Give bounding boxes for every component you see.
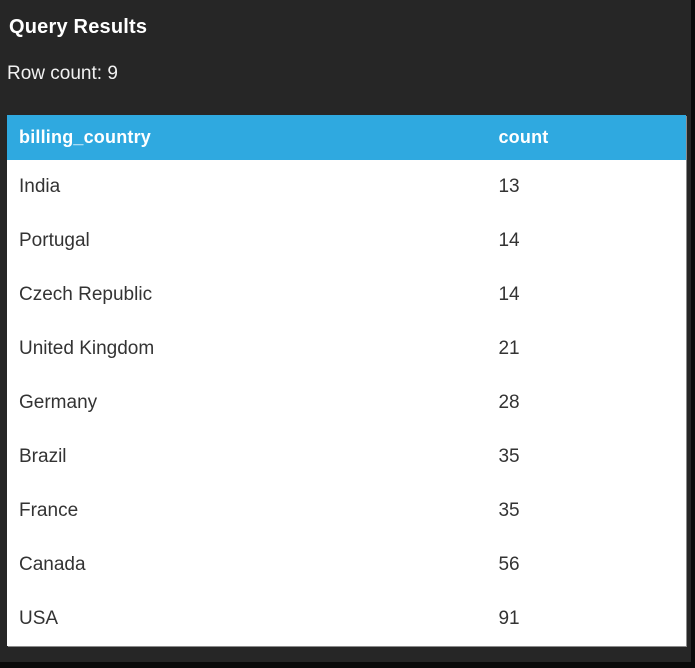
page-title: Query Results [9, 16, 148, 38]
table-row: Portugal 14 [7, 214, 686, 268]
cell-count: 56 [486, 538, 686, 592]
table-row: USA 91 [7, 592, 686, 646]
cell-count: 35 [486, 484, 686, 538]
cell-billing-country: USA [7, 592, 487, 646]
results-table: billing_country count India 13 Portugal … [7, 115, 686, 646]
cell-billing-country: Portugal [7, 214, 487, 268]
row-count-label: Row count: 9 [7, 63, 118, 84]
column-header-count[interactable]: count [486, 115, 686, 160]
table-header-row: billing_country count [7, 115, 686, 160]
window-edge-right [691, 0, 695, 668]
column-header-billing-country[interactable]: billing_country [7, 115, 487, 160]
cell-billing-country: Brazil [7, 430, 487, 484]
cell-billing-country: United Kingdom [7, 322, 487, 376]
window-edge-bottom [0, 662, 695, 668]
table-row: India 13 [7, 160, 686, 214]
cell-count: 14 [486, 214, 686, 268]
cell-billing-country: France [7, 484, 487, 538]
table-row: Germany 28 [7, 376, 686, 430]
table-row: United Kingdom 21 [7, 322, 686, 376]
table-row: Czech Republic 14 [7, 268, 686, 322]
cell-billing-country: Canada [7, 538, 487, 592]
cell-count: 91 [486, 592, 686, 646]
table-row: Brazil 35 [7, 430, 686, 484]
cell-count: 21 [486, 322, 686, 376]
cell-count: 35 [486, 430, 686, 484]
table-row: Canada 56 [7, 538, 686, 592]
cell-count: 28 [486, 376, 686, 430]
cell-count: 14 [486, 268, 686, 322]
query-results-panel: Query Results Row count: 9 billing_count… [7, 16, 686, 646]
table-row: France 35 [7, 484, 686, 538]
cell-billing-country: Czech Republic [7, 268, 487, 322]
cell-billing-country: Germany [7, 376, 487, 430]
cell-billing-country: India [7, 160, 487, 214]
cell-count: 13 [486, 160, 686, 214]
